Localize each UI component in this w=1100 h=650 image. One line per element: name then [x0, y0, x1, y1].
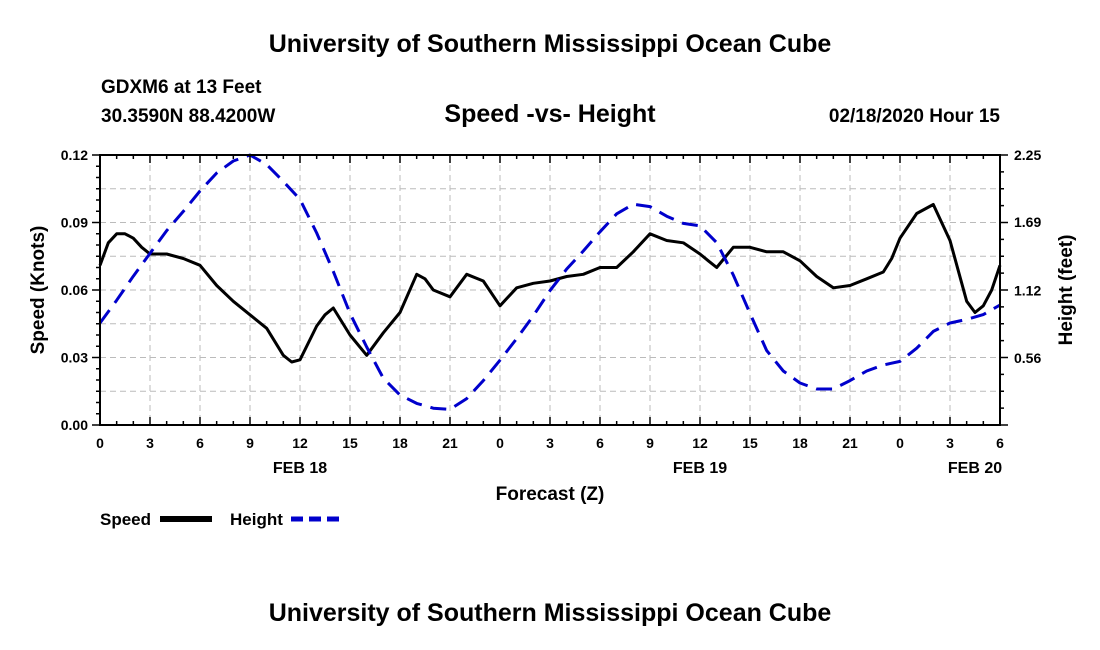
grid-lines [100, 155, 1000, 425]
coordinates-label: 30.3590N 88.4200W [101, 106, 276, 127]
station-label: GDXM6 at 13 Feet [101, 77, 262, 98]
x-axis-title: Forecast (Z) [496, 484, 605, 505]
chart-subtitle: Speed -vs- Height [444, 100, 656, 128]
x-tick-label: 6 [596, 435, 604, 451]
y-left-tick-label: 0.06 [61, 282, 88, 298]
x-tick-label: 18 [792, 435, 808, 451]
x-tick-label: 18 [392, 435, 408, 451]
date-label: FEB 18 [273, 460, 327, 477]
x-tick-label: 12 [292, 435, 308, 451]
axis-ticks [92, 154, 1008, 426]
x-tick-label: 12 [692, 435, 708, 451]
y-axis-right-title: Height (feet) [1056, 235, 1077, 346]
x-tick-label: 15 [742, 435, 758, 451]
y-right-tick-label: 0.56 [1014, 350, 1041, 366]
date-label: FEB 19 [673, 460, 727, 477]
date-label: FEB 20 [948, 460, 1002, 477]
page-title: University of Southern Mississippi Ocean… [268, 30, 832, 58]
x-tick-label: 0 [896, 435, 904, 451]
x-tick-label: 6 [996, 435, 1004, 451]
y-left-tick-label: 0.09 [61, 215, 88, 231]
y-right-tick-label: 1.69 [1014, 214, 1041, 230]
y-right-tick-label: 1.12 [1014, 283, 1041, 299]
legend-speed-label: Speed [100, 510, 151, 529]
x-tick-label: 21 [442, 435, 458, 451]
axis-labels: 0 3 6 9 12 15 18 21 0 3 6 9 12 15 18 21 0 3 6 FEB 18 FEB 19 F… [61, 147, 1042, 477]
y-right-tick-label: 2.25 [1014, 147, 1041, 163]
x-tick-label: 15 [342, 435, 358, 451]
y-left-tick-label: 0.12 [61, 147, 88, 163]
series-lines [98, 153, 1002, 411]
legend-height-label: Height [230, 510, 283, 529]
x-tick-label: 3 [146, 435, 154, 451]
x-tick-label: 9 [646, 435, 654, 451]
x-tick-label: 3 [546, 435, 554, 451]
y-left-tick-label: 0.03 [61, 350, 88, 366]
x-tick-label: 0 [496, 435, 504, 451]
footer-title: University of Southern Mississippi Ocean… [268, 599, 832, 627]
x-tick-label: 6 [196, 435, 204, 451]
forecast-datetime: 02/18/2020 Hour 15 [828, 106, 1000, 127]
x-tick-label: 9 [246, 435, 254, 451]
x-tick-label: 21 [842, 435, 858, 451]
x-tick-label: 0 [96, 435, 104, 451]
speed-series-line [98, 203, 1002, 364]
legend: Speed Height [100, 510, 343, 529]
y-axis-left-title: Speed (Knots) [28, 226, 49, 355]
x-tick-label: 3 [946, 435, 954, 451]
y-left-tick-label: 0.00 [61, 417, 88, 433]
